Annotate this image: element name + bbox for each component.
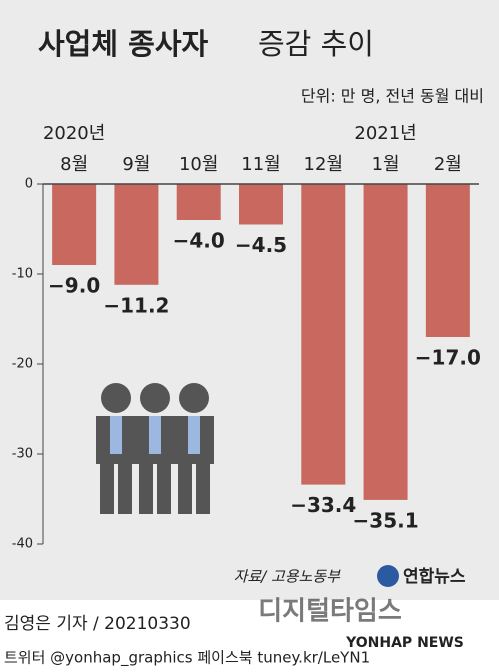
year-label: 2020년 xyxy=(43,123,105,144)
logo-icon xyxy=(377,565,399,587)
people-icon xyxy=(96,383,214,514)
y-tick-label: -40 xyxy=(12,537,33,552)
value-label: −33.4 xyxy=(290,493,356,517)
byline: 김영은 기자 / 20210330 xyxy=(4,614,191,634)
y-tick-label: -20 xyxy=(12,357,33,372)
x-tick-label: 1월 xyxy=(372,154,400,175)
watermark-2: YONHAP NEWS xyxy=(345,635,464,651)
value-label: −11.2 xyxy=(103,293,169,317)
chart-title-light: 증감 추이 xyxy=(258,27,374,61)
year-label: 2021년 xyxy=(354,123,416,144)
bar xyxy=(301,184,346,485)
y-tick-label: -30 xyxy=(12,447,33,462)
x-tick-label: 11월 xyxy=(241,154,280,175)
bar xyxy=(176,184,221,220)
background xyxy=(0,0,499,600)
x-tick-label: 10월 xyxy=(179,154,218,175)
value-label: −4.5 xyxy=(235,233,287,257)
logo: 연합뉴스 xyxy=(403,566,466,587)
bar xyxy=(114,184,159,285)
bar xyxy=(425,184,470,337)
source: 자료/ 고용노동부 xyxy=(234,568,342,586)
bar xyxy=(363,184,408,500)
x-tick-label: 2월 xyxy=(434,154,462,175)
value-label: −4.0 xyxy=(173,229,225,253)
x-tick-label: 12월 xyxy=(304,154,343,175)
bar xyxy=(52,184,97,265)
value-label: −35.1 xyxy=(353,508,419,532)
footer-background xyxy=(0,600,499,672)
y-tick-label: 0 xyxy=(25,177,33,192)
x-tick-label: 8월 xyxy=(60,154,88,175)
value-label: −9.0 xyxy=(48,274,100,298)
chart-title: 사업체 종사자 xyxy=(38,27,208,61)
value-label: −17.0 xyxy=(415,346,481,370)
x-tick-label: 9월 xyxy=(122,154,150,175)
y-tick-label: -10 xyxy=(12,267,33,282)
subtitle: 단위: 만 명, 전년 동월 대비 xyxy=(301,87,484,106)
social: 트위터 @yonhap_graphics 페이스북 tuney.kr/LeYN1 xyxy=(4,649,370,668)
watermark: 디지털타임스 xyxy=(258,597,402,627)
bar xyxy=(239,184,283,225)
